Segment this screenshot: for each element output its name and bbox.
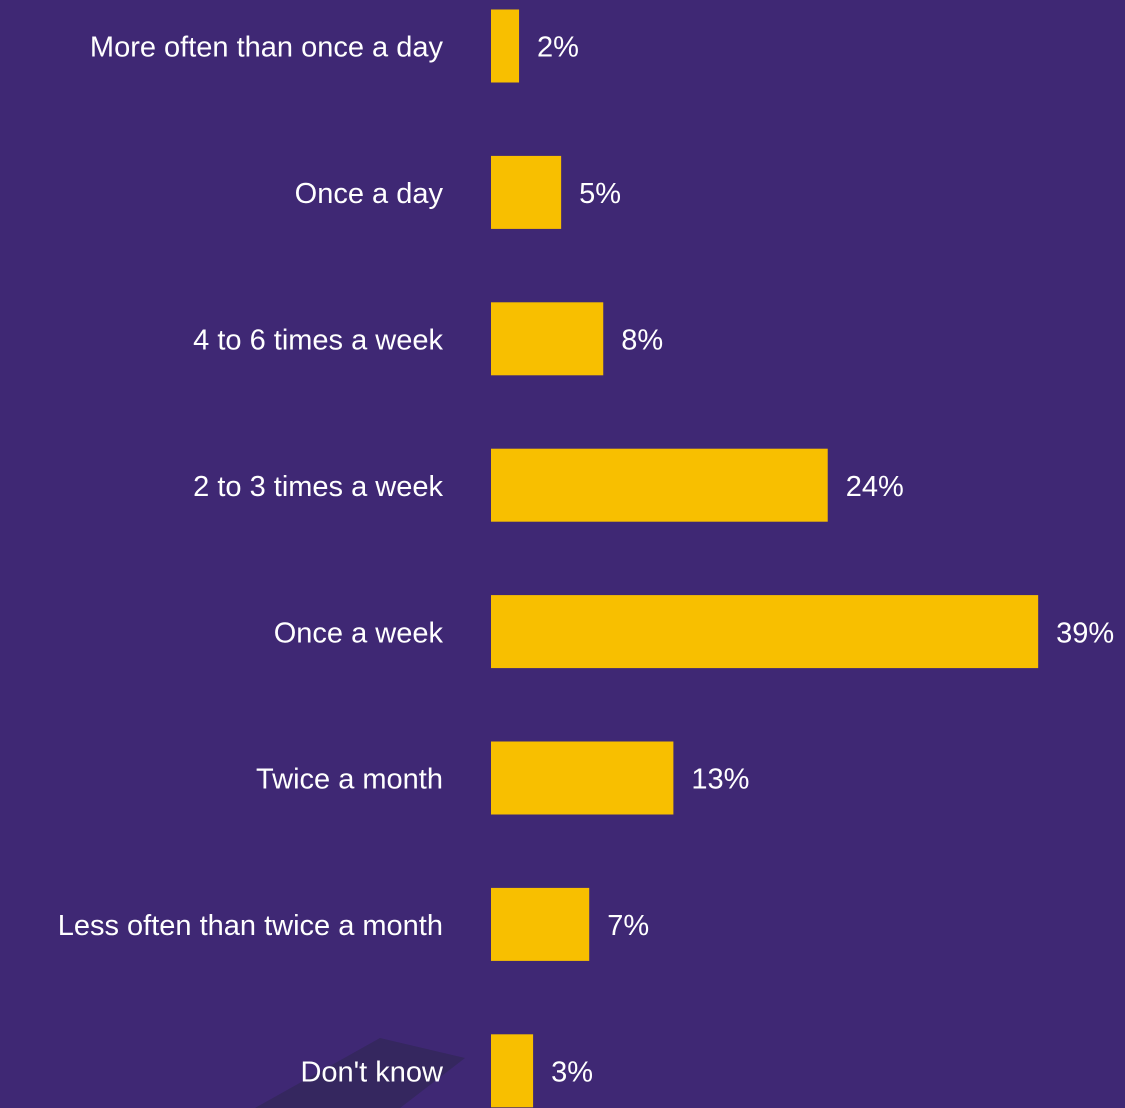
- value-label: 39%: [1056, 617, 1114, 649]
- bar: [491, 9, 520, 83]
- value-label: 13%: [691, 764, 749, 796]
- value-label: 8%: [621, 324, 663, 356]
- value-label: 3%: [551, 1056, 593, 1088]
- category-label: Don't know: [300, 1056, 444, 1088]
- category-label: Once a day: [295, 178, 444, 210]
- bar: [491, 302, 604, 376]
- category-label: 2 to 3 times a week: [193, 471, 443, 503]
- category-label: Once a week: [274, 617, 444, 649]
- bar: [491, 887, 590, 961]
- bar: [491, 595, 1039, 669]
- bar: [491, 1034, 534, 1108]
- category-label: Less often than twice a month: [58, 910, 443, 942]
- category-label: More often than once a day: [90, 32, 444, 64]
- value-label: 5%: [579, 178, 621, 210]
- value-label: 7%: [607, 910, 649, 942]
- bar: [491, 741, 674, 815]
- value-label: 24%: [846, 471, 904, 503]
- category-label: 4 to 6 times a week: [193, 324, 443, 356]
- category-label: Twice a month: [256, 764, 443, 796]
- bar: [491, 448, 828, 522]
- decoration: [255, 1038, 465, 1108]
- bar: [491, 155, 562, 229]
- value-label: 2%: [537, 32, 579, 64]
